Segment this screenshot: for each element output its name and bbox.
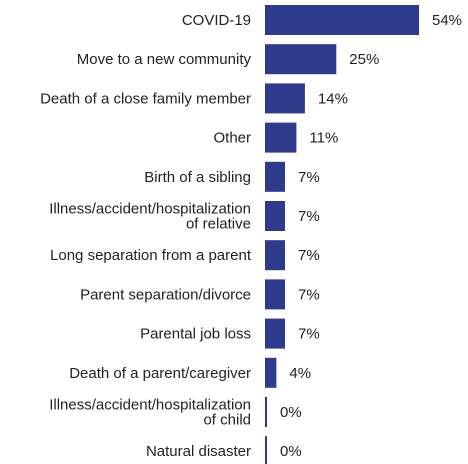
value-label: 54% (432, 12, 462, 29)
category-labels: COVID-19 Move to a new community Death of … (40, 12, 252, 460)
category-label: Birth of a sibling (144, 169, 251, 186)
bar (265, 122, 297, 153)
category-label: Parent separation/divorce (80, 286, 251, 303)
category-label: Other (213, 130, 251, 147)
category-label: Move to a new community (77, 51, 252, 68)
bar (265, 83, 305, 114)
bar (265, 44, 337, 75)
value-label: 11% (309, 130, 338, 147)
bar (265, 279, 285, 310)
value-label: 7% (298, 247, 320, 264)
value-label: 7% (298, 208, 320, 225)
bar (265, 357, 277, 388)
category-label: Illness/accident/hospitalization of child (49, 397, 251, 429)
bar (265, 5, 419, 35)
value-label: 25% (349, 51, 379, 68)
value-label: 0% (280, 404, 302, 421)
value-label: 7% (298, 286, 320, 303)
value-label: 7% (298, 326, 320, 343)
value-label: 0% (280, 443, 302, 460)
bar (265, 436, 267, 464)
category-label: Death of a close family member (40, 90, 251, 107)
bar (265, 318, 285, 349)
value-label: 14% (318, 90, 348, 107)
category-label: Parental job loss (140, 326, 251, 343)
bar (265, 240, 285, 271)
bars (265, 5, 419, 464)
bar (265, 397, 267, 427)
category-label: COVID-19 (182, 12, 251, 29)
category-label: Natural disaster (146, 443, 251, 460)
category-label: Illness/accident/hospitalization of relat… (49, 201, 251, 233)
value-label: 7% (298, 169, 320, 186)
bar (265, 161, 285, 192)
bar (265, 201, 285, 231)
category-label: Death of a parent/caregiver (69, 365, 251, 382)
value-label: 4% (289, 365, 311, 382)
value-labels: 54% 25% 14% 11% 7% 7% 7% 7% 7% 4% 0% 0% (280, 12, 462, 460)
category-label: Long separation from a parent (50, 247, 252, 264)
